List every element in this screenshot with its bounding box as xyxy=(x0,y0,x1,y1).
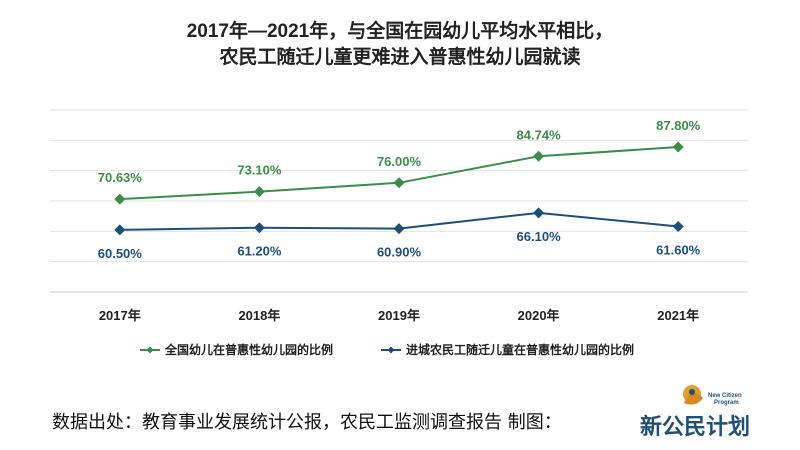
data-point-marker xyxy=(114,193,126,205)
series-1: 70.63% 73.10% 76.00% 84.74% 87.80% xyxy=(98,118,701,205)
data-label: 73.10% xyxy=(237,163,282,178)
legend-label: 全国幼儿在普惠性幼儿园的比例 xyxy=(164,342,333,357)
legend-marker xyxy=(387,346,395,354)
legend-item-1: 全国幼儿在普惠性幼儿园的比例 xyxy=(140,342,333,357)
gridlines xyxy=(50,109,748,293)
data-source-text: 数据出处：教育事业发展统计公报，农民工监测调查报告 制图： xyxy=(52,412,562,433)
legend: 全国幼儿在普惠性幼儿园的比例 进城农民工随迁儿童在普惠性幼儿园的比例 xyxy=(140,342,634,357)
data-point-marker xyxy=(672,141,684,153)
logo-small-en-2: Program xyxy=(714,400,739,406)
series-layer: 70.63% 73.10% 76.00% 84.74% 87.80% 60.50% 61.2… xyxy=(98,118,701,261)
data-point-marker xyxy=(533,150,545,162)
data-point-marker xyxy=(393,177,405,189)
data-point-marker xyxy=(114,224,126,236)
logo-main-text: 新公民计划 xyxy=(640,414,750,440)
data-label: 87.80% xyxy=(656,118,701,133)
data-point-marker xyxy=(672,220,684,232)
logo-small-en-1: New Citizen xyxy=(708,393,742,399)
data-label: 76.00% xyxy=(377,154,422,169)
data-label: 66.10% xyxy=(517,229,562,244)
x-axis: 2017年 2018年 2019年 2020年 2021年 xyxy=(99,308,699,323)
data-point-marker xyxy=(253,222,265,234)
chart-title-line-2: 农民工随迁儿童更难进入普惠性幼儿园就读 xyxy=(218,45,580,68)
data-label: 60.50% xyxy=(98,246,143,261)
x-tick-label: 2021年 xyxy=(657,308,699,323)
legend-marker xyxy=(146,346,154,354)
data-label: 61.20% xyxy=(237,244,282,259)
data-point-marker xyxy=(533,207,545,219)
series-2: 60.50% 61.20% 60.90% 66.10% 61.60% xyxy=(98,207,701,261)
x-tick-label: 2019年 xyxy=(378,308,420,323)
data-point-marker xyxy=(393,223,405,235)
logo-mark-icon xyxy=(683,385,703,405)
x-tick-label: 2018年 xyxy=(238,308,280,323)
chart-title-line-1: 2017年—2021年，与全国在园幼儿平均水平相比， xyxy=(187,19,614,42)
data-label: 84.74% xyxy=(517,127,562,142)
data-label: 70.63% xyxy=(98,170,143,185)
new-citizen-logo: New Citizen Program 新公民计划 xyxy=(640,385,750,440)
x-tick-label: 2017年 xyxy=(99,308,141,323)
x-tick-label: 2020年 xyxy=(518,308,560,323)
data-point-marker xyxy=(253,186,265,198)
legend-label: 进城农民工随迁儿童在普惠性幼儿园的比例 xyxy=(406,342,634,357)
legend-item-2: 进城农民工随迁儿童在普惠性幼儿园的比例 xyxy=(381,342,634,357)
data-label: 60.90% xyxy=(377,245,422,260)
data-label: 61.60% xyxy=(656,242,701,257)
